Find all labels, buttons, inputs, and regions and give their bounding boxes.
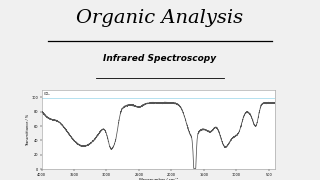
Text: Infrared Spectroscopy: Infrared Spectroscopy (103, 54, 217, 63)
Y-axis label: Transmittance / %: Transmittance / % (26, 114, 30, 146)
Text: Organic Analysis: Organic Analysis (76, 9, 244, 27)
Text: CO₂: CO₂ (44, 92, 51, 96)
X-axis label: Wavenumber / cm⁻¹: Wavenumber / cm⁻¹ (139, 178, 178, 180)
